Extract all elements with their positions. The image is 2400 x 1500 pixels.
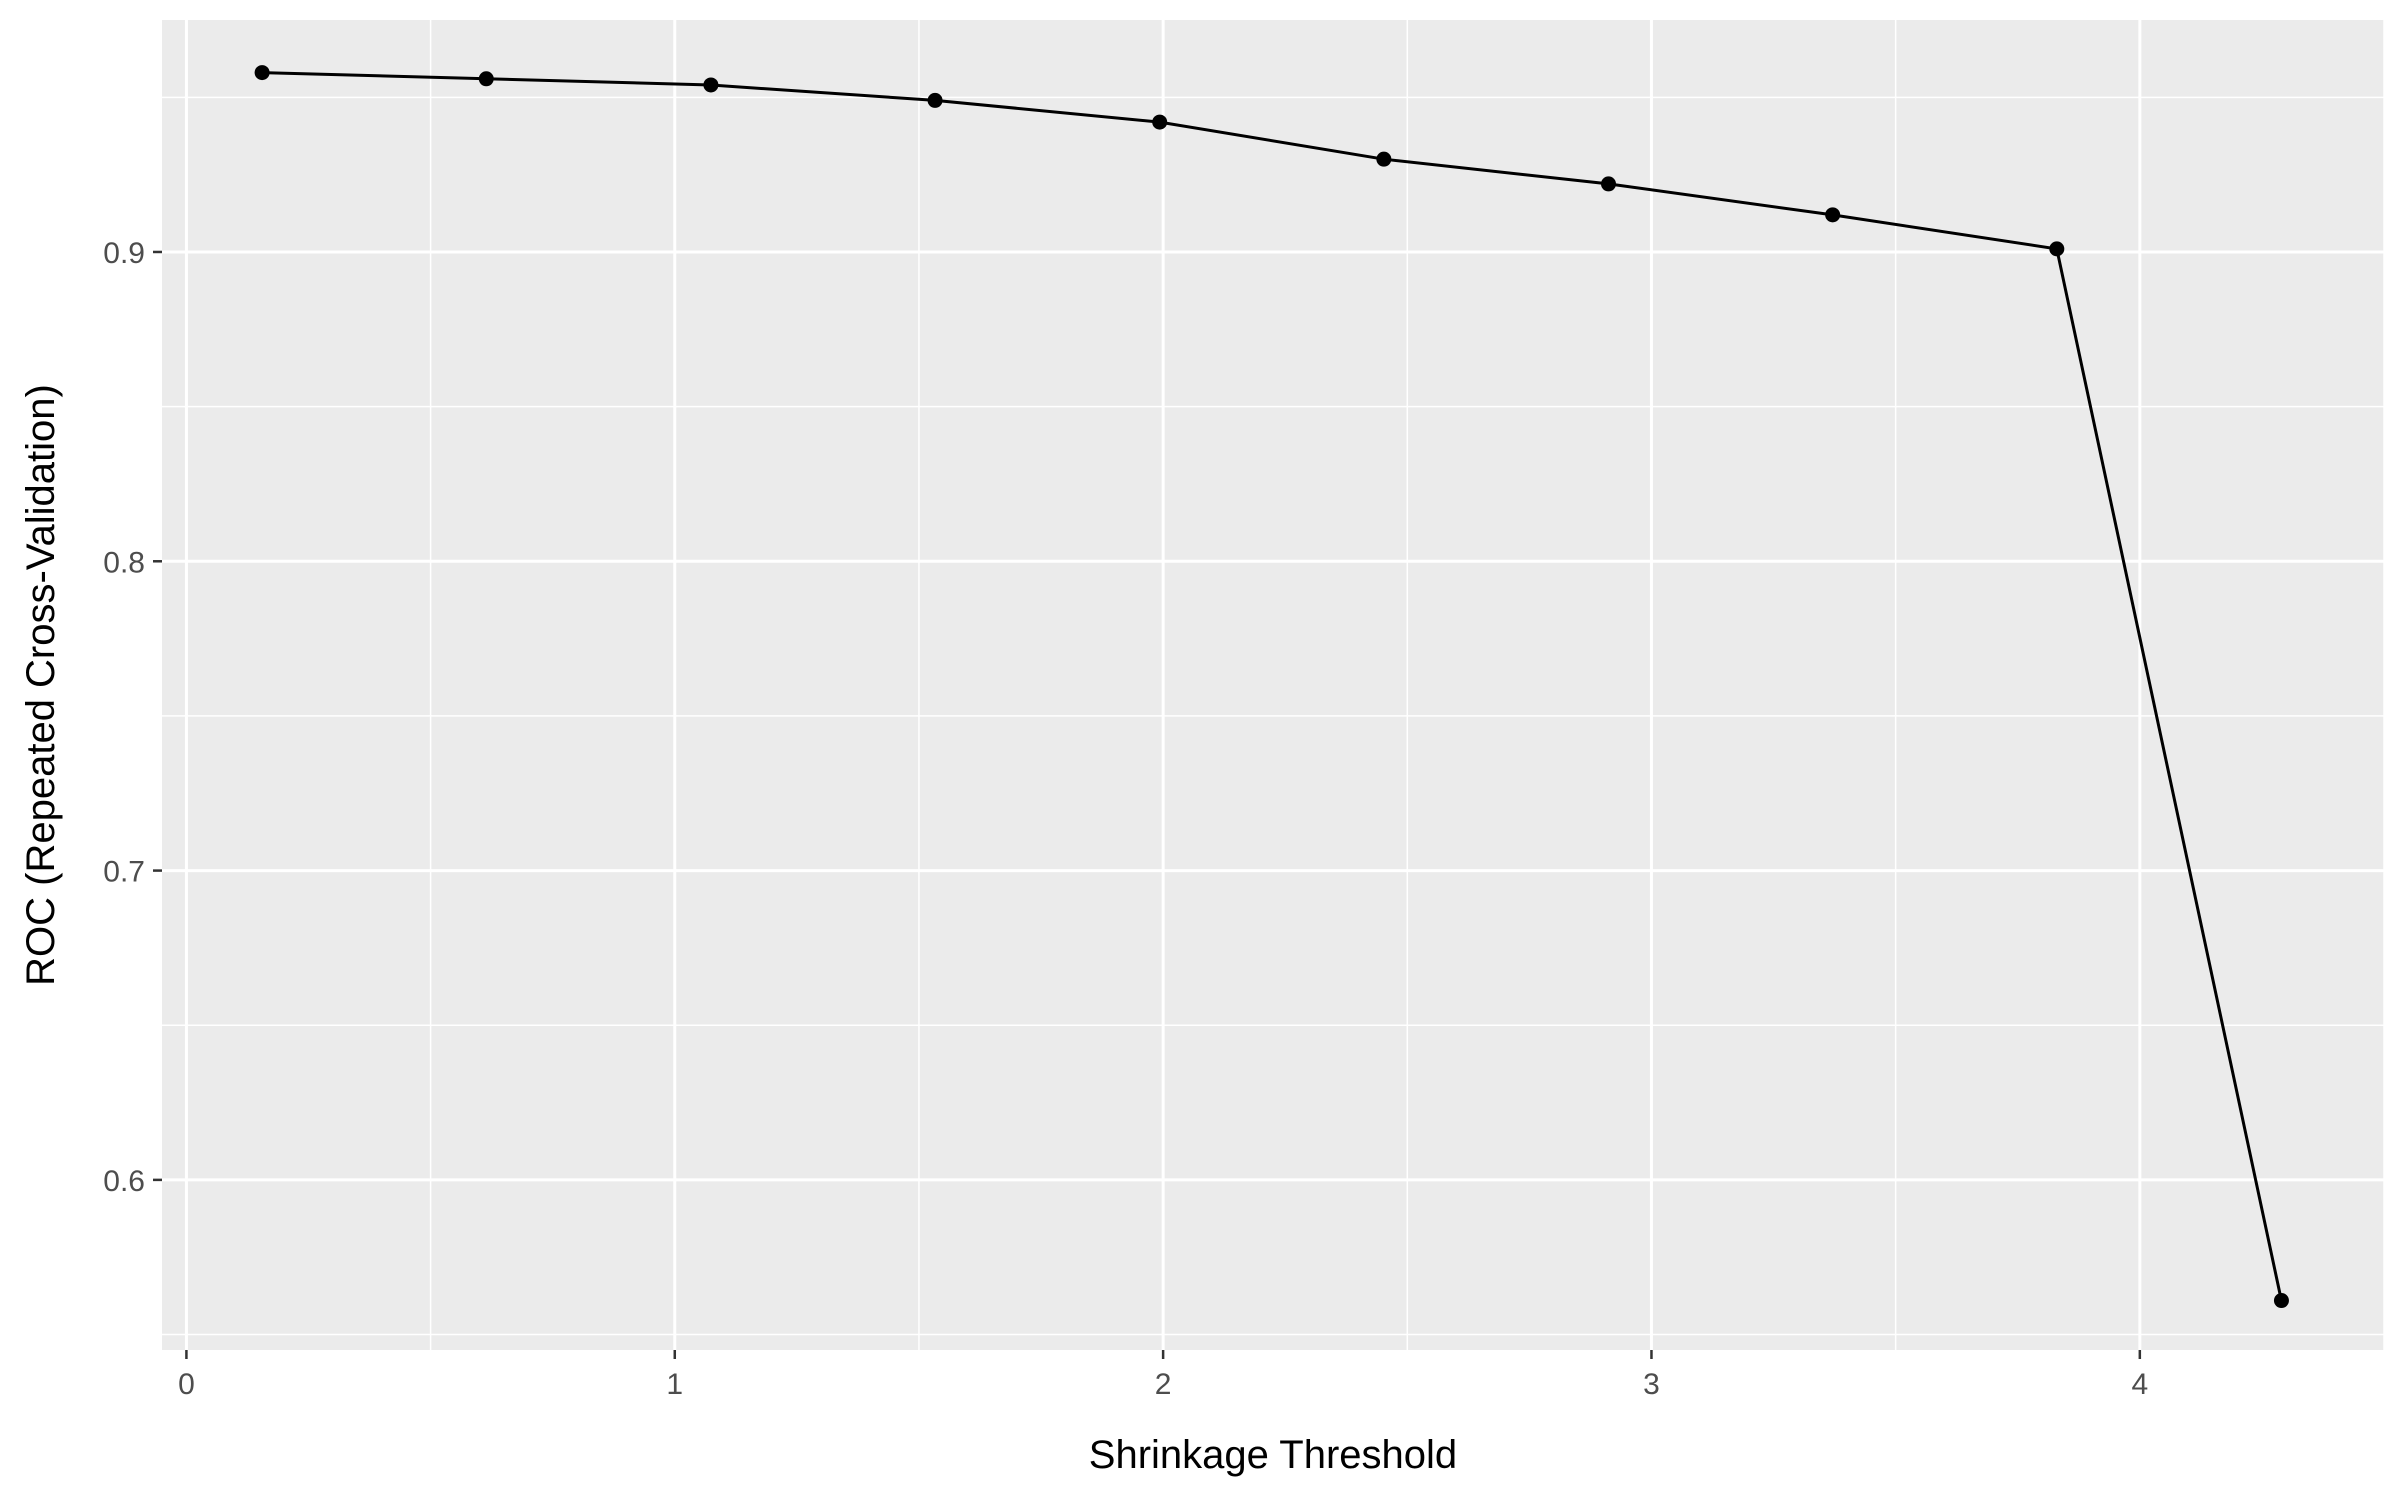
y-tick-label: 0.6 bbox=[103, 1165, 145, 1198]
axis-ticks bbox=[153, 250, 2142, 1359]
data-points bbox=[254, 65, 2289, 1309]
x-tick-label: 4 bbox=[2131, 1368, 2148, 1401]
data-point bbox=[703, 77, 719, 93]
minor-gridlines bbox=[162, 20, 2385, 1350]
data-point bbox=[1376, 151, 1392, 167]
data-point bbox=[254, 65, 270, 81]
data-point bbox=[478, 71, 494, 87]
major-gridlines bbox=[162, 20, 2384, 1350]
y-tick-label: 0.8 bbox=[103, 546, 145, 579]
x-axis-title: Shrinkage Threshold bbox=[1089, 1433, 1457, 1477]
x-tick-label: 3 bbox=[1643, 1368, 1660, 1401]
data-point bbox=[2049, 241, 2065, 257]
series-line bbox=[262, 71, 2283, 1301]
x-tick-label: 2 bbox=[1155, 1368, 1172, 1401]
data-point bbox=[927, 92, 943, 108]
y-axis-title: ROC (Repeated Cross-Validation) bbox=[19, 384, 63, 986]
plot-panel bbox=[162, 20, 2384, 1350]
data-point bbox=[1152, 114, 1168, 130]
data-point bbox=[1600, 176, 1616, 192]
data-point bbox=[1825, 207, 1841, 223]
data-point bbox=[2273, 1293, 2289, 1309]
y-tick-label: 0.9 bbox=[103, 237, 145, 270]
y-tick-label: 0.7 bbox=[103, 856, 145, 889]
tick-labels: 0 1 2 3 4 0.6 0.7 0.8 0.9 bbox=[103, 237, 2148, 1401]
x-tick-label: 0 bbox=[178, 1368, 195, 1401]
x-tick-label: 1 bbox=[666, 1368, 683, 1401]
